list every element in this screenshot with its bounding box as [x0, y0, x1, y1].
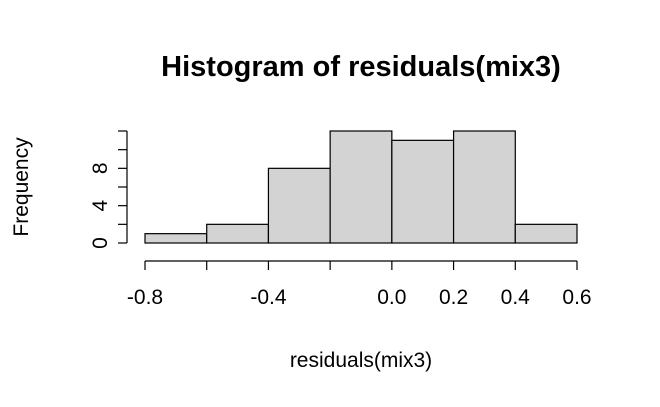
x-axis-label: residuals(mix3) [290, 349, 432, 372]
histogram-bar [144, 233, 208, 244]
y-tick-label: 8 [89, 162, 112, 174]
x-axis: -0.8 -0.4 0.0 0.2 0.4 0.6 [127, 260, 592, 309]
x-tick-label: 0.6 [562, 286, 591, 309]
bars-group [144, 130, 578, 244]
y-axis-label: Frequency [10, 137, 33, 237]
histogram-bar [391, 139, 455, 244]
chart-title: Histogram of residuals(mix3) [161, 51, 561, 83]
x-tick-label: 0.0 [377, 286, 406, 309]
y-axis: 0 4 8 [89, 130, 128, 249]
x-tick-label: 0.2 [439, 286, 468, 309]
x-tick-label: -0.4 [250, 286, 287, 309]
x-tick-label: 0.4 [501, 286, 531, 309]
histogram-bar [267, 167, 331, 244]
y-tick-label: 0 [89, 237, 112, 249]
histogram-bar [452, 130, 516, 244]
histogram-bar [329, 130, 393, 244]
histogram-bar [514, 223, 578, 244]
x-tick-label: -0.8 [127, 286, 163, 309]
histogram-bar [206, 223, 270, 244]
y-tick-label: 4 [89, 200, 112, 212]
